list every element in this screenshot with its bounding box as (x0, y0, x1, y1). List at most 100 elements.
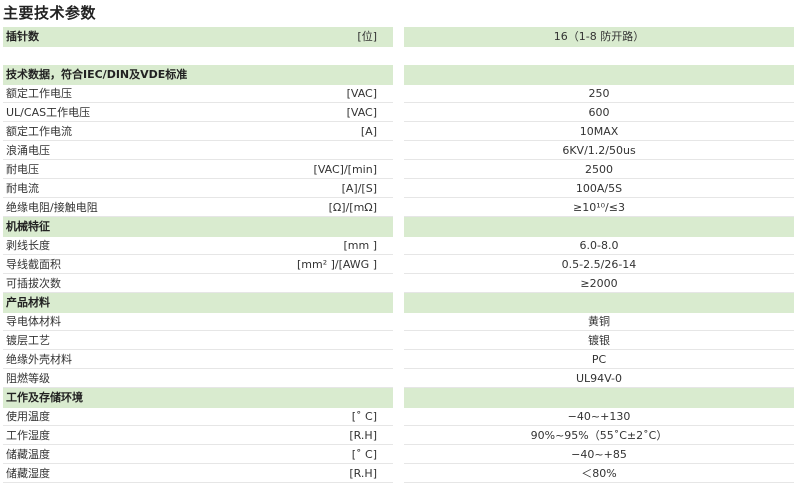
spacer-row (0, 46, 800, 65)
param-unit: [˚ C] (351, 448, 377, 461)
table-row: 导电体材料 黄铜 (0, 312, 800, 331)
param-cell (3, 46, 393, 64)
value-cell (404, 388, 794, 408)
param-cell: 绝缘电阻/接触电阻 [Ω]/[mΩ] (3, 198, 393, 217)
table-row: 使用温度 [˚ C] −40~+130 (0, 407, 800, 426)
param-label: 镀层工艺 (6, 334, 50, 347)
param-label: 机械特征 (6, 220, 50, 233)
table-row: 镀层工艺 镀银 (0, 331, 800, 350)
value-cell: −40~+130 (404, 407, 794, 426)
param-unit: [Ω]/[mΩ] (328, 201, 377, 214)
param-unit: [VAC]/[min] (313, 163, 377, 176)
param-label: 导电体材料 (6, 315, 61, 328)
param-label: 阻燃等级 (6, 372, 50, 385)
param-label: 剥线长度 (6, 239, 50, 252)
value-cell (404, 46, 794, 64)
section-header-row: 插针数 [位] 16（1-8 防开路） (0, 27, 800, 47)
param-unit: [R.H] (349, 467, 377, 480)
table-row: 储藏温度 [˚ C] −40~+85 (0, 445, 800, 464)
value-cell: −40~+85 (404, 445, 794, 464)
param-cell: 绝缘外壳材料 (3, 350, 393, 369)
value-cell: 16（1-8 防开路） (404, 27, 794, 47)
param-unit: [mm² ]/[AWG ] (296, 258, 377, 271)
section-header-row: 产品材料 (0, 293, 800, 313)
value-cell: ＜80% (404, 464, 794, 483)
value-cell: ≥10¹⁰/≤3 (404, 198, 794, 217)
value-cell: 100A/5S (404, 179, 794, 198)
param-label: 储藏湿度 (6, 467, 50, 480)
param-cell: 镀层工艺 (3, 331, 393, 350)
param-label: 插针数 (6, 30, 39, 43)
param-label: 绝缘外壳材料 (6, 353, 72, 366)
value-cell: 镀银 (404, 331, 794, 350)
param-cell: 工作及存储环境 (3, 388, 393, 408)
table-row: UL/CAS工作电压 [VAC] 600 (0, 103, 800, 122)
value-cell: PC (404, 350, 794, 369)
param-cell: 储藏湿度 [R.H] (3, 464, 393, 483)
value-cell: 10MAX (404, 122, 794, 141)
param-label: 产品材料 (6, 296, 50, 309)
param-label: 储藏温度 (6, 448, 50, 461)
param-cell: 储藏温度 [˚ C] (3, 445, 393, 464)
value-cell (404, 217, 794, 237)
param-cell: 可插拔次数 (3, 274, 393, 293)
param-label: 使用温度 (6, 410, 50, 423)
param-label: 额定工作电流 (6, 125, 72, 138)
table-row: 绝缘电阻/接触电阻 [Ω]/[mΩ] ≥10¹⁰/≤3 (0, 198, 800, 217)
table-row: 绝缘外壳材料 PC (0, 350, 800, 369)
param-unit: [˚ C] (351, 410, 377, 423)
param-cell: UL/CAS工作电压 [VAC] (3, 103, 393, 122)
table-row: 工作湿度 [R.H] 90%~95%（55˚C±2˚C） (0, 426, 800, 445)
value-cell: 250 (404, 84, 794, 103)
param-cell: 耐电压 [VAC]/[min] (3, 160, 393, 179)
param-cell: 阻燃等级 (3, 369, 393, 388)
section-header-row: 技术数据，符合IEC/DIN及VDE标准 (0, 65, 800, 85)
param-label: 绝缘电阻/接触电阻 (6, 201, 98, 214)
param-cell: 插针数 [位] (3, 27, 393, 47)
param-unit: [R.H] (349, 429, 377, 442)
param-unit: [VAC] (346, 87, 377, 100)
table-row: 阻燃等级 UL94V-0 (0, 369, 800, 388)
param-label: 导线截面积 (6, 258, 61, 271)
table-row: 储藏湿度 [R.H] ＜80% (0, 464, 800, 483)
table-row: 额定工作电压 [VAC] 250 (0, 84, 800, 103)
value-cell: 黄铜 (404, 312, 794, 331)
table-row: 耐电压 [VAC]/[min] 2500 (0, 160, 800, 179)
param-label: 技术数据，符合IEC/DIN及VDE标准 (6, 68, 188, 81)
param-unit: [A]/[S] (341, 182, 377, 195)
value-cell: UL94V-0 (404, 369, 794, 388)
table-row: 剥线长度 [mm ] 6.0-8.0 (0, 236, 800, 255)
param-label: 浪涌电压 (6, 144, 50, 157)
section-header-row: 工作及存储环境 (0, 388, 800, 408)
param-cell: 导线截面积 [mm² ]/[AWG ] (3, 255, 393, 274)
param-label: 可插拔次数 (6, 277, 61, 290)
param-label: 额定工作电压 (6, 87, 72, 100)
value-cell: 6.0-8.0 (404, 236, 794, 255)
table-row: 导线截面积 [mm² ]/[AWG ] 0.5-2.5/26-14 (0, 255, 800, 274)
value-cell (404, 293, 794, 313)
param-unit: [mm ] (343, 239, 377, 252)
param-label: 工作及存储环境 (6, 391, 83, 404)
spec-table: 插针数 [位] 16（1-8 防开路） 技术数据，符合IEC/DIN及VDE标准… (0, 27, 800, 483)
param-cell: 耐电流 [A]/[S] (3, 179, 393, 198)
value-cell: 2500 (404, 160, 794, 179)
param-cell: 导电体材料 (3, 312, 393, 331)
value-cell: 600 (404, 103, 794, 122)
param-cell: 技术数据，符合IEC/DIN及VDE标准 (3, 65, 393, 85)
section-header-row: 机械特征 (0, 217, 800, 237)
value-cell (404, 65, 794, 85)
param-cell: 机械特征 (3, 217, 393, 237)
param-cell: 额定工作电压 [VAC] (3, 84, 393, 103)
param-label: 耐电流 (6, 182, 39, 195)
value-cell: ≥2000 (404, 274, 794, 293)
param-label: 工作湿度 (6, 429, 50, 442)
value-cell: 0.5-2.5/26-14 (404, 255, 794, 274)
param-cell: 浪涌电压 (3, 141, 393, 160)
param-cell: 剥线长度 [mm ] (3, 236, 393, 255)
table-row: 浪涌电压 6KV/1.2/50us (0, 141, 800, 160)
value-cell: 90%~95%（55˚C±2˚C） (404, 426, 794, 445)
table-row: 额定工作电流 [A] 10MAX (0, 122, 800, 141)
param-label: 耐电压 (6, 163, 39, 176)
param-cell: 使用温度 [˚ C] (3, 407, 393, 426)
page-title: 主要技术参数 (3, 4, 97, 22)
